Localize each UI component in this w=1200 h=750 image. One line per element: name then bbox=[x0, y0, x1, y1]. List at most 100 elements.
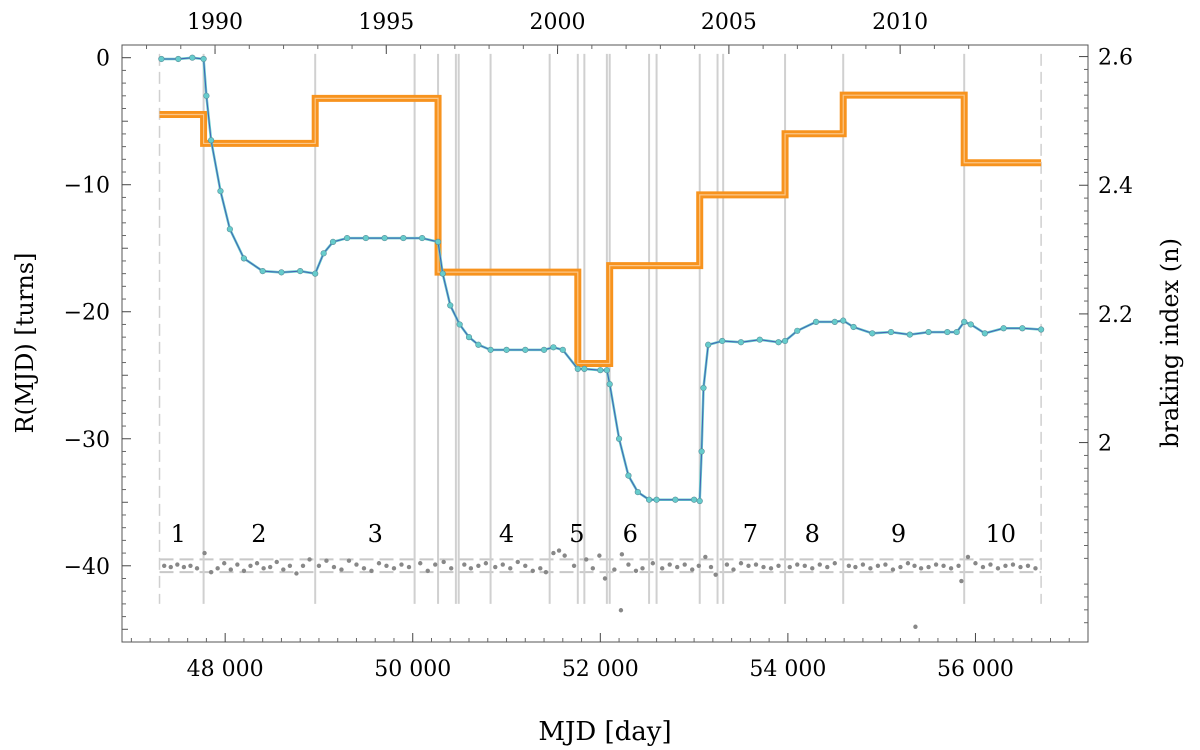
residual-point bbox=[562, 553, 567, 558]
residual-point bbox=[810, 566, 815, 571]
y-right-tick-label: 2.4 bbox=[1098, 174, 1133, 199]
phase-point bbox=[559, 346, 566, 353]
data-points bbox=[158, 54, 1045, 629]
phase-point bbox=[503, 346, 510, 353]
x-axis-label: MJD [day] bbox=[538, 717, 671, 747]
residual-point bbox=[612, 567, 617, 572]
phase-point bbox=[226, 226, 233, 233]
x-tick-label: 54 000 bbox=[749, 657, 826, 682]
phase-point bbox=[259, 267, 266, 275]
top-tick-label: 1995 bbox=[358, 10, 414, 35]
phase-point bbox=[737, 339, 745, 346]
phase-point bbox=[887, 328, 895, 336]
residual-point bbox=[690, 567, 695, 572]
residual-point bbox=[584, 557, 589, 562]
phase-point bbox=[781, 337, 789, 345]
segment-label-3: 3 bbox=[368, 520, 383, 548]
residual-point bbox=[1018, 564, 1023, 570]
phase-point bbox=[696, 497, 703, 505]
top-tick-label: 2005 bbox=[701, 10, 757, 35]
residual-point bbox=[281, 567, 286, 572]
residual-point bbox=[703, 554, 708, 560]
phase-point bbox=[434, 238, 442, 245]
residual-point bbox=[883, 562, 888, 567]
residual-point bbox=[543, 569, 549, 575]
residual-point bbox=[248, 563, 253, 568]
residual-point bbox=[696, 563, 701, 568]
residual-point bbox=[787, 564, 792, 570]
phase-point bbox=[775, 339, 782, 346]
y-left-tick-label: 0 bbox=[96, 47, 110, 72]
residual-point bbox=[746, 563, 751, 568]
residual-point bbox=[500, 562, 505, 567]
residual-point bbox=[433, 562, 438, 567]
phase-fit-curve bbox=[161, 56, 1042, 503]
segment-boundaries bbox=[158, 53, 1042, 604]
y-right-tick-label: 2.2 bbox=[1098, 303, 1133, 328]
residual-point bbox=[361, 566, 367, 571]
residual-point bbox=[538, 566, 543, 571]
residual-point bbox=[556, 548, 562, 553]
phase-point bbox=[700, 384, 707, 392]
phase-fit-line-cyan bbox=[161, 56, 1042, 503]
residual-point bbox=[650, 561, 656, 566]
residual-point bbox=[941, 563, 946, 568]
residual-point bbox=[776, 563, 781, 568]
phase-point bbox=[925, 328, 932, 336]
x-tick-label: 56 000 bbox=[937, 657, 1014, 682]
residual-point bbox=[918, 566, 924, 571]
phase-point bbox=[944, 328, 951, 336]
residual-point bbox=[1010, 562, 1016, 567]
residual-point bbox=[339, 567, 344, 572]
residual-point bbox=[188, 563, 193, 568]
residual-point bbox=[331, 564, 337, 570]
residual-point bbox=[425, 568, 430, 574]
residual-point bbox=[418, 561, 423, 566]
residual-point bbox=[846, 563, 852, 568]
braking-index-step-line bbox=[159, 91, 1042, 367]
residual-point bbox=[354, 562, 359, 567]
phase-point bbox=[850, 323, 857, 331]
phase-point bbox=[672, 496, 679, 503]
segment-label-5: 5 bbox=[569, 520, 584, 548]
residual-point bbox=[995, 566, 1001, 571]
residual-point bbox=[640, 566, 645, 571]
phase-point bbox=[981, 330, 988, 337]
residual-point bbox=[215, 566, 220, 571]
residual-point bbox=[468, 566, 474, 571]
phase-point bbox=[278, 269, 285, 276]
phase-point bbox=[698, 448, 705, 455]
phase-point bbox=[312, 270, 319, 277]
segment-labels: 1 2 3 4 5 6 7 8 9 10 bbox=[171, 520, 1016, 548]
residual-point bbox=[307, 557, 312, 562]
segment-label-10: 10 bbox=[986, 520, 1017, 548]
residual-point bbox=[267, 564, 273, 570]
residual-point bbox=[493, 564, 498, 570]
phase-point bbox=[217, 187, 224, 195]
phase-point bbox=[634, 489, 641, 496]
residual-point bbox=[898, 564, 903, 570]
residual-point bbox=[753, 562, 759, 567]
residual-point bbox=[675, 564, 680, 570]
phase-point bbox=[203, 92, 210, 99]
phase-point bbox=[522, 346, 529, 353]
segment-label-9: 9 bbox=[891, 520, 906, 548]
phase-point bbox=[362, 234, 369, 242]
segment-label-2: 2 bbox=[251, 520, 266, 548]
residual-bands bbox=[159, 558, 1042, 574]
phase-point bbox=[597, 367, 604, 374]
residual-point bbox=[713, 572, 718, 577]
plot-frame bbox=[121, 44, 1089, 643]
phase-point bbox=[794, 327, 801, 334]
residual-point bbox=[175, 562, 180, 567]
residual-point bbox=[905, 561, 911, 566]
residual-point bbox=[973, 561, 978, 566]
residual-point bbox=[300, 563, 306, 568]
residual-point bbox=[926, 564, 931, 570]
phase-point bbox=[320, 250, 327, 257]
y-axis-label-left: R(MJD) [turns] bbox=[11, 253, 39, 434]
residual-point bbox=[912, 563, 917, 568]
residual-point bbox=[376, 561, 382, 566]
phase-point bbox=[1038, 326, 1045, 333]
